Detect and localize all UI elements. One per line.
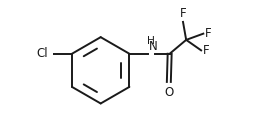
Text: Cl: Cl (36, 47, 48, 60)
Text: F: F (180, 7, 186, 20)
Text: N: N (148, 40, 157, 53)
Text: F: F (205, 27, 211, 40)
Text: H: H (147, 36, 155, 46)
Text: O: O (164, 86, 173, 99)
Text: F: F (203, 44, 209, 57)
